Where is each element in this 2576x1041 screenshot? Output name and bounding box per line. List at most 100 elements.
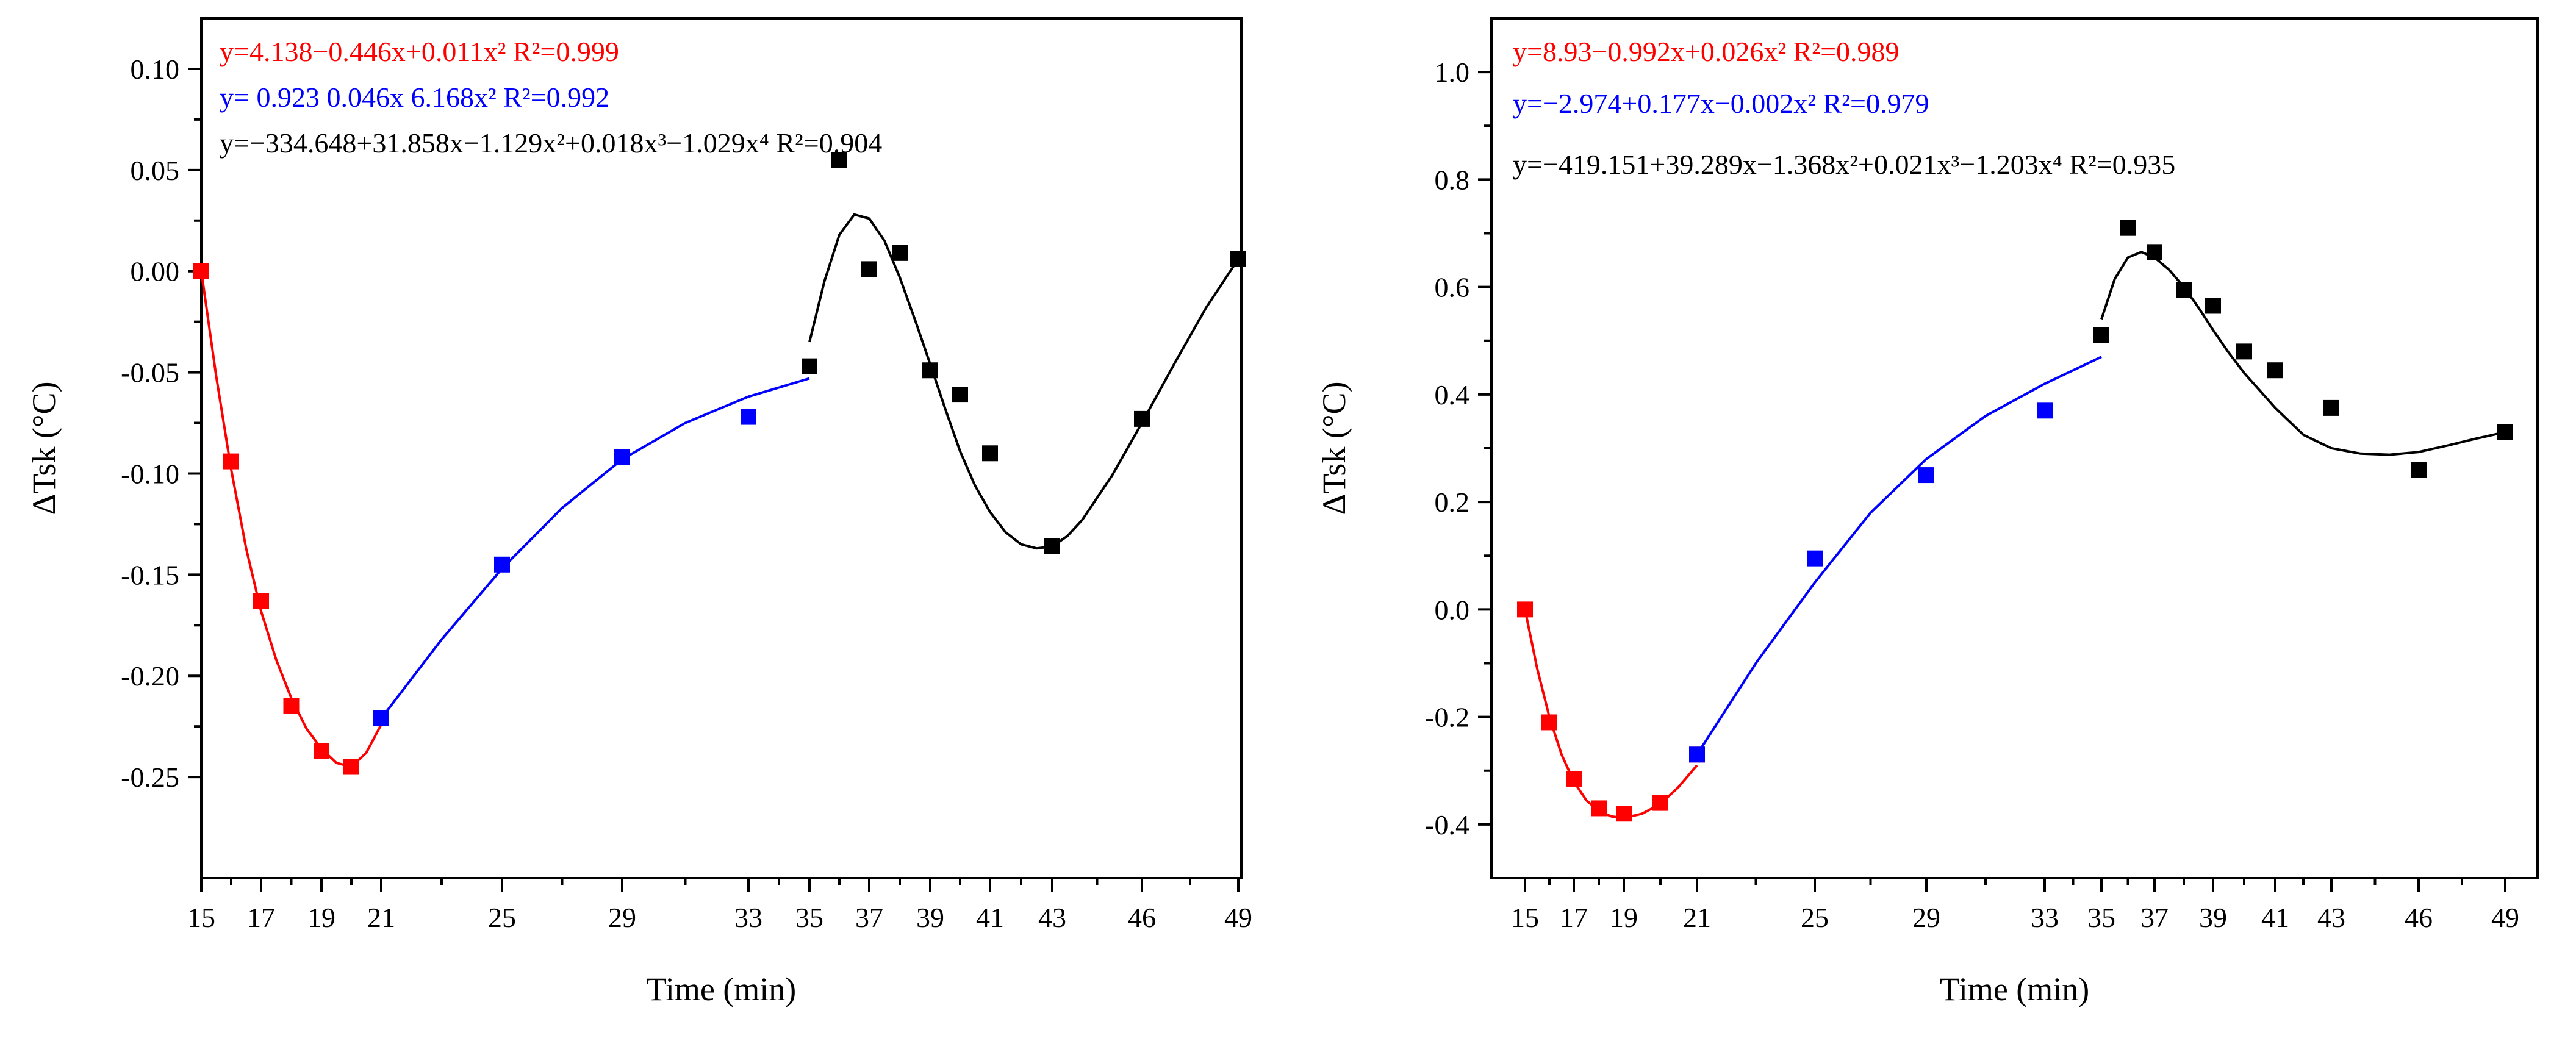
data-point-phase3 [2267, 362, 2283, 379]
data-point-phase3 [892, 245, 908, 261]
data-point-phase3 [802, 358, 817, 374]
x-tick-label: 29 [1912, 902, 1940, 933]
x-tick-label: 35 [2087, 902, 2115, 933]
fit-curve-phase2 [1696, 356, 2102, 756]
y-axis-title: ΔTsk (°C) [1316, 381, 1352, 515]
data-point-phase2 [1918, 467, 1934, 484]
data-point-phase2 [373, 710, 389, 726]
y-tick-label: 0.0 [1435, 594, 1470, 625]
data-point-phase2 [614, 449, 630, 465]
plot-frame [200, 17, 1243, 879]
data-point-phase3 [2236, 343, 2252, 360]
y-tick-label: -0.2 [1425, 702, 1469, 733]
x-tick-label: 21 [1683, 902, 1711, 933]
data-point-phase3 [831, 152, 847, 168]
data-point-phase3 [2205, 298, 2221, 314]
y-tick-label: -0.4 [1425, 809, 1469, 840]
x-tick-label: 17 [247, 902, 275, 933]
x-tick-label: 37 [855, 902, 883, 933]
x-tick-label: 25 [1801, 902, 1829, 933]
x-tick-label: 43 [1038, 902, 1066, 933]
y-tick-label: 0.6 [1435, 272, 1470, 303]
data-point-phase3 [2093, 327, 2109, 343]
y-tick-label: -0.20 [121, 660, 179, 692]
x-tick-label: 35 [795, 902, 823, 933]
plot-frame [1490, 17, 2539, 879]
data-point-phase1 [223, 453, 239, 470]
x-tick-label: 21 [367, 902, 395, 933]
y-tick-label: -0.25 [121, 762, 179, 793]
y-tick-label: 0.10 [131, 54, 180, 85]
x-tick-label: 41 [976, 902, 1004, 933]
data-point-phase1 [1541, 714, 1557, 731]
data-point-phase1 [1616, 806, 1632, 822]
x-tick-label: 33 [2031, 902, 2059, 933]
x-tick-label: 46 [1128, 902, 1156, 933]
data-point-phase3 [1044, 538, 1060, 554]
data-point-phase3 [952, 387, 968, 403]
data-point-phase2 [2037, 402, 2053, 419]
data-point-phase1 [1566, 770, 1582, 787]
data-point-phase2 [741, 409, 756, 425]
fit-equation-red: y=8.93−0.992x+0.026x² R²=0.989 [1513, 36, 1900, 67]
fit-curve-phase2 [380, 377, 810, 720]
x-axis-title: Time (min) [647, 971, 797, 1007]
data-point-phase2 [494, 556, 510, 573]
y-tick-label: 0.00 [131, 256, 180, 287]
data-point-phase2 [1807, 550, 1823, 567]
x-axis-title: Time (min) [1940, 971, 2090, 1007]
x-tick-label: 17 [1560, 902, 1588, 933]
data-point-phase1 [1591, 800, 1607, 817]
data-point-phase1 [343, 759, 359, 775]
data-point-phase3 [2147, 244, 2162, 260]
data-point-phase1 [283, 698, 300, 714]
fit-curve-phase1 [1524, 609, 1698, 820]
y-tick-label: 1.0 [1435, 57, 1470, 88]
y-axis-title: ΔTsk (°C) [26, 381, 62, 515]
data-point-phase1 [1517, 601, 1533, 618]
x-tick-label: 19 [1610, 902, 1638, 933]
data-point-phase3 [2411, 462, 2427, 478]
fit-equation-blue: y= 0.923 0.046x 6.168x² R²=0.992 [220, 82, 609, 113]
fit-equation-blue: y=−2.974+0.177x−0.002x² R²=0.979 [1513, 88, 1929, 119]
data-point-phase3 [2120, 220, 2136, 236]
x-tick-label: 49 [1224, 902, 1252, 933]
x-tick-label: 29 [608, 902, 636, 933]
x-tick-label: 39 [2199, 902, 2227, 933]
x-tick-label: 15 [1511, 902, 1539, 933]
chart-left: 0.10 0.05 0.00 -0.05 -0.10 -0.15 -0.20 -0.25 15 1… [26, 17, 1252, 1007]
x-tick-label: 37 [2140, 902, 2169, 933]
data-point-phase3 [922, 362, 938, 379]
chart-right: 1.0 0.8 0.6 0.4 0.2 0.0 -0.2 -0.4 15 17 19 21 25 29 33… [1316, 17, 2539, 1007]
data-point-phase1 [1652, 795, 1668, 811]
fit-equation-black: y=−419.151+39.289x−1.368x²+0.021x³−1.203… [1513, 149, 2175, 180]
data-point-phase3 [2176, 282, 2192, 298]
data-point-phase2 [1689, 746, 1705, 763]
data-point-phase3 [1134, 410, 1150, 427]
y-tick-label: 0.8 [1435, 164, 1470, 195]
fit-equation-black: y=−334.648+31.858x−1.129x²+0.018x³−1.029… [220, 127, 882, 159]
fit-curve-phase1 [200, 271, 382, 768]
data-point-phase3 [1230, 251, 1246, 267]
x-tick-label: 19 [307, 902, 335, 933]
data-point-phase1 [314, 742, 329, 759]
y-tick-label: -0.05 [121, 357, 179, 388]
x-tick-label: 39 [916, 902, 944, 933]
data-point-phase3 [982, 445, 998, 462]
x-tick-label: 49 [2491, 902, 2519, 933]
y-tick-label: 0.05 [131, 155, 180, 186]
x-tick-label: 33 [734, 902, 762, 933]
fit-curve-phase3 [2100, 251, 2506, 456]
y-tick-label: 0.2 [1435, 487, 1470, 518]
data-point-phase3 [861, 261, 877, 277]
x-tick-label: 25 [488, 902, 516, 933]
x-tick-label: 46 [2405, 902, 2433, 933]
y-tick-label: -0.15 [121, 559, 179, 590]
data-point-phase1 [253, 593, 269, 609]
fit-equation-red: y=4.138−0.446x+0.011x² R²=0.999 [220, 36, 619, 67]
x-tick-label: 41 [2261, 902, 2289, 933]
data-point-phase3 [2323, 399, 2339, 416]
fit-curve-phase3 [808, 213, 1240, 550]
y-tick-label: -0.10 [121, 458, 179, 489]
